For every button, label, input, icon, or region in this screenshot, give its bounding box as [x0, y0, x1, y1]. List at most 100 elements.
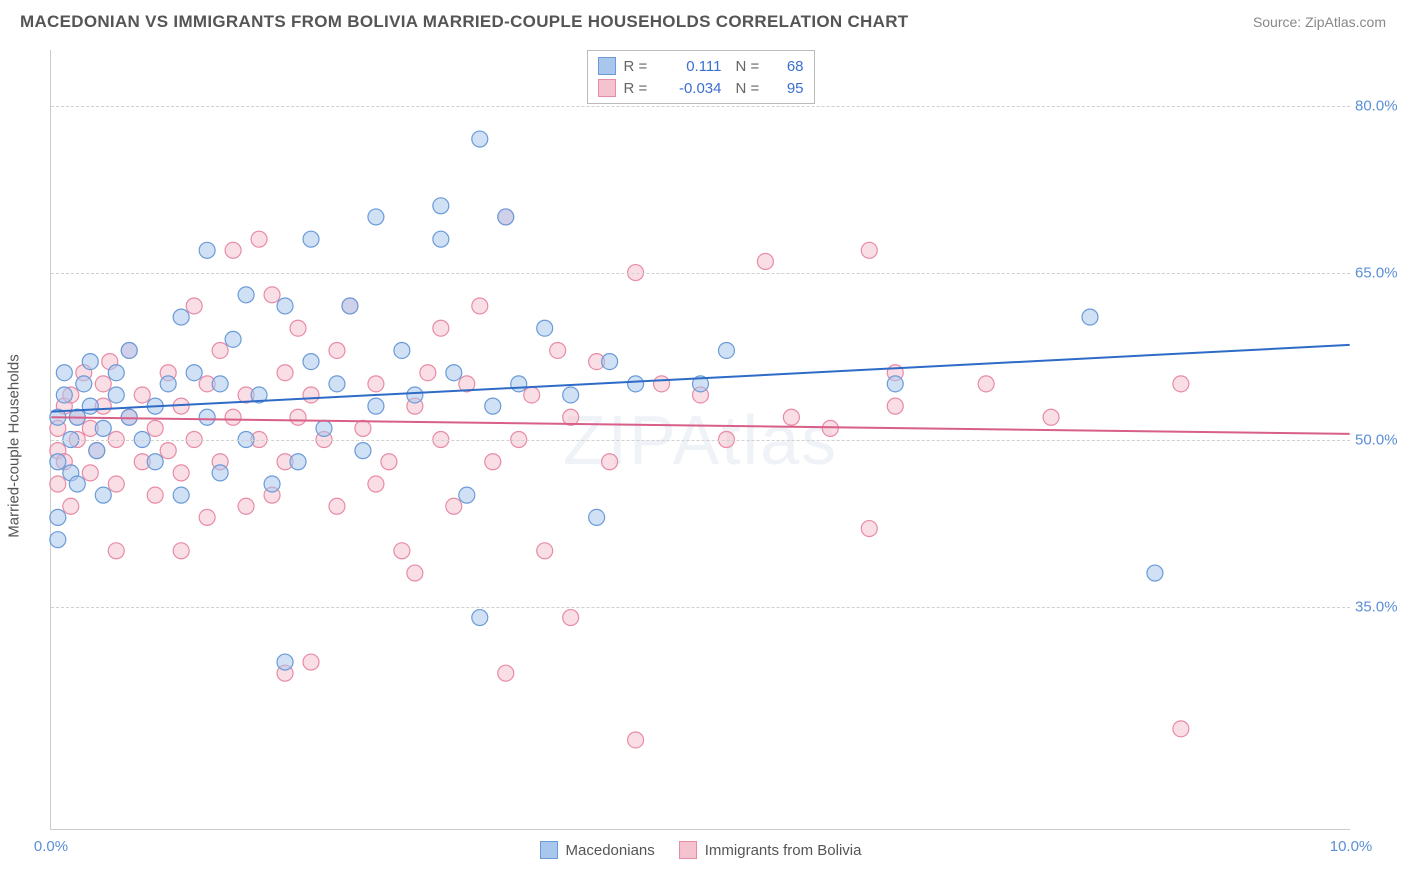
data-point [433, 231, 449, 247]
n-value-1: 68 [774, 58, 804, 75]
data-point [251, 231, 267, 247]
data-point [329, 342, 345, 358]
data-point [225, 331, 241, 347]
data-point [446, 365, 462, 381]
data-point [303, 654, 319, 670]
data-point [95, 376, 111, 392]
data-point [407, 565, 423, 581]
data-point [485, 454, 501, 470]
data-point [394, 342, 410, 358]
data-point [95, 420, 111, 436]
data-point [277, 298, 293, 314]
data-point [368, 209, 384, 225]
data-point [50, 476, 66, 492]
data-point [82, 465, 98, 481]
data-point [69, 476, 85, 492]
data-point [303, 387, 319, 403]
data-point [472, 131, 488, 147]
y-tick-label: 80.0% [1355, 97, 1406, 114]
data-point [563, 387, 579, 403]
data-point [524, 387, 540, 403]
data-point [446, 498, 462, 514]
data-point [1043, 409, 1059, 425]
data-point [50, 532, 66, 548]
data-point [329, 376, 345, 392]
data-point [212, 376, 228, 392]
data-point [225, 242, 241, 258]
x-tick-label: 0.0% [34, 838, 68, 855]
data-point [563, 610, 579, 626]
legend-item-2: Immigrants from Bolivia [679, 841, 862, 859]
data-point [459, 487, 475, 503]
data-point [160, 443, 176, 459]
data-point [56, 387, 72, 403]
legend-swatch-2 [598, 79, 616, 97]
y-axis-label: Married-couple Households [6, 354, 23, 537]
data-point [63, 498, 79, 514]
correlation-legend: R = 0.111 N = 68 R = -0.034 N = 95 [587, 50, 815, 104]
data-point [316, 420, 332, 436]
data-point [76, 376, 92, 392]
legend-label-2: Immigrants from Bolivia [705, 842, 862, 859]
n-value-2: 95 [774, 80, 804, 97]
data-point [498, 209, 514, 225]
data-point [173, 487, 189, 503]
data-point [485, 398, 501, 414]
data-point [199, 409, 215, 425]
data-point [277, 654, 293, 670]
data-point [822, 420, 838, 436]
data-point [199, 509, 215, 525]
data-point [757, 253, 773, 269]
data-point [89, 443, 105, 459]
data-point [212, 342, 228, 358]
data-point [199, 242, 215, 258]
legend-label-1: Macedonians [566, 842, 655, 859]
data-point [589, 509, 605, 525]
data-point [355, 443, 371, 459]
data-point [1173, 376, 1189, 392]
data-point [498, 665, 514, 681]
data-point [173, 543, 189, 559]
data-point [147, 420, 163, 436]
data-point [1147, 565, 1163, 581]
data-point [121, 342, 137, 358]
data-point [550, 342, 566, 358]
r-value-2: -0.034 [662, 80, 722, 97]
data-point [186, 298, 202, 314]
data-point [433, 198, 449, 214]
data-point [108, 387, 124, 403]
data-point [108, 365, 124, 381]
data-point [1082, 309, 1098, 325]
r-value-1: 0.111 [662, 58, 722, 75]
data-point [264, 287, 280, 303]
data-point [407, 387, 423, 403]
source-attribution: Source: ZipAtlas.com [1253, 14, 1386, 30]
data-point [368, 476, 384, 492]
data-point [56, 365, 72, 381]
data-point [134, 387, 150, 403]
data-point [173, 465, 189, 481]
data-point [511, 376, 527, 392]
data-point [108, 543, 124, 559]
data-point [887, 398, 903, 414]
data-point [537, 320, 553, 336]
y-tick-label: 65.0% [1355, 264, 1406, 281]
data-point [718, 342, 734, 358]
data-point [290, 320, 306, 336]
data-point [472, 610, 488, 626]
series-legend: Macedonians Immigrants from Bolivia [540, 841, 862, 859]
chart-plot-area: ZIPAtlas R = 0.111 N = 68 R = -0.034 N =… [50, 50, 1350, 830]
data-point [186, 365, 202, 381]
n-label: N = [736, 80, 766, 97]
data-point [147, 454, 163, 470]
data-point [381, 454, 397, 470]
y-tick-label: 35.0% [1355, 599, 1406, 616]
legend-row-series-1: R = 0.111 N = 68 [598, 55, 804, 77]
data-point [95, 487, 111, 503]
data-point [238, 498, 254, 514]
r-label: R = [624, 58, 654, 75]
data-point [342, 298, 358, 314]
data-point [355, 420, 371, 436]
data-point [628, 376, 644, 392]
data-point [160, 376, 176, 392]
